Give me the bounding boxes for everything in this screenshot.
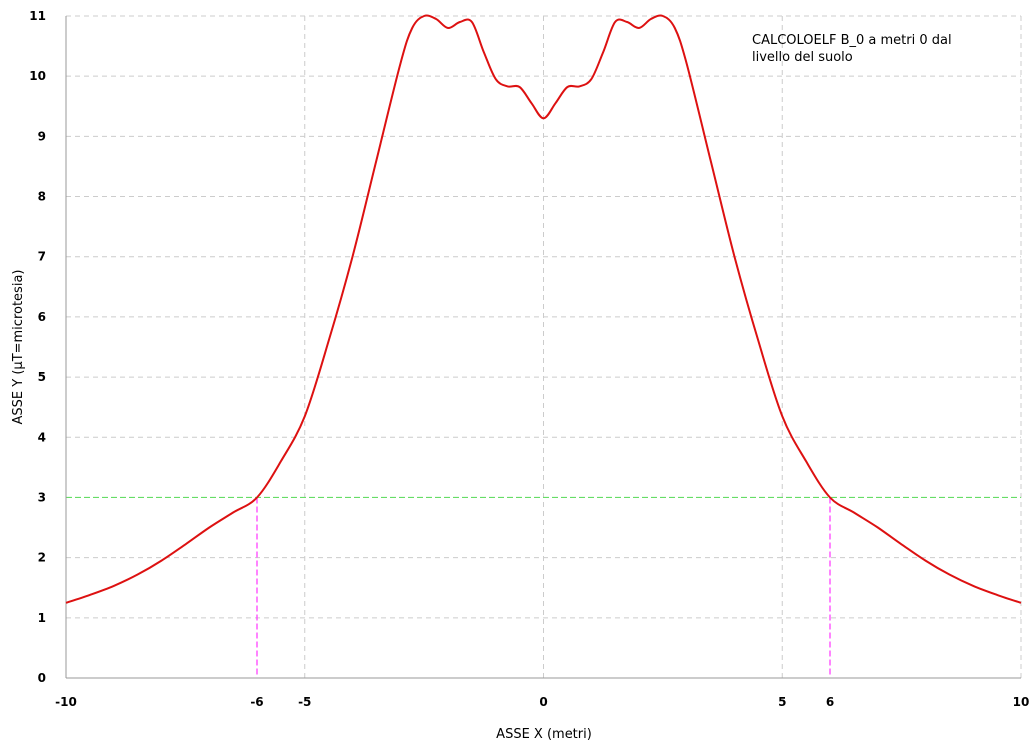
reference-lines [66, 496, 1021, 678]
x-axis-title: ASSE X (metri) [496, 727, 592, 742]
grid [65, 15, 1022, 678]
annotation-line-1: CALCOLOELF B_0 a metri 0 dal [752, 33, 952, 48]
y-tick-label: 1 [38, 611, 46, 625]
x-tick-label: 10 [1013, 695, 1030, 709]
y-axis-title: ASSE Y (µT=microtesia) [11, 270, 26, 425]
y-tick-label: 10 [29, 69, 46, 83]
tick-labels: 0 1 2 3 4 5 6 7 8 9 10 11 -10 -6 -5 0 5 6 10 [29, 9, 1029, 709]
y-tick-label: 6 [38, 310, 46, 324]
y-tick-label: 2 [38, 551, 46, 565]
x-tick-label: -10 [55, 695, 77, 709]
x-tick-label: -5 [298, 695, 311, 709]
x-tick-label: 5 [778, 695, 786, 709]
x-tick-label: -6 [250, 695, 263, 709]
y-tick-label: 9 [38, 129, 46, 143]
y-tick-label: 7 [38, 250, 46, 264]
x-tick-label: 0 [539, 695, 547, 709]
axes [65, 16, 1021, 679]
y-tick-label: 5 [38, 370, 46, 384]
y-tick-label: 8 [38, 190, 46, 204]
y-tick-label: 3 [38, 490, 46, 504]
annotation-line-2: livello del suolo [752, 50, 853, 65]
y-tick-label: 4 [38, 430, 46, 444]
y-tick-label: 0 [38, 671, 46, 685]
series-layer [65, 14, 1022, 604]
x-tick-label: 6 [826, 695, 834, 709]
series-line [65, 14, 1022, 604]
y-tick-label: 11 [29, 9, 46, 23]
chart-annotation: CALCOLOELF B_0 a metri 0 dal livello del… [752, 33, 952, 65]
